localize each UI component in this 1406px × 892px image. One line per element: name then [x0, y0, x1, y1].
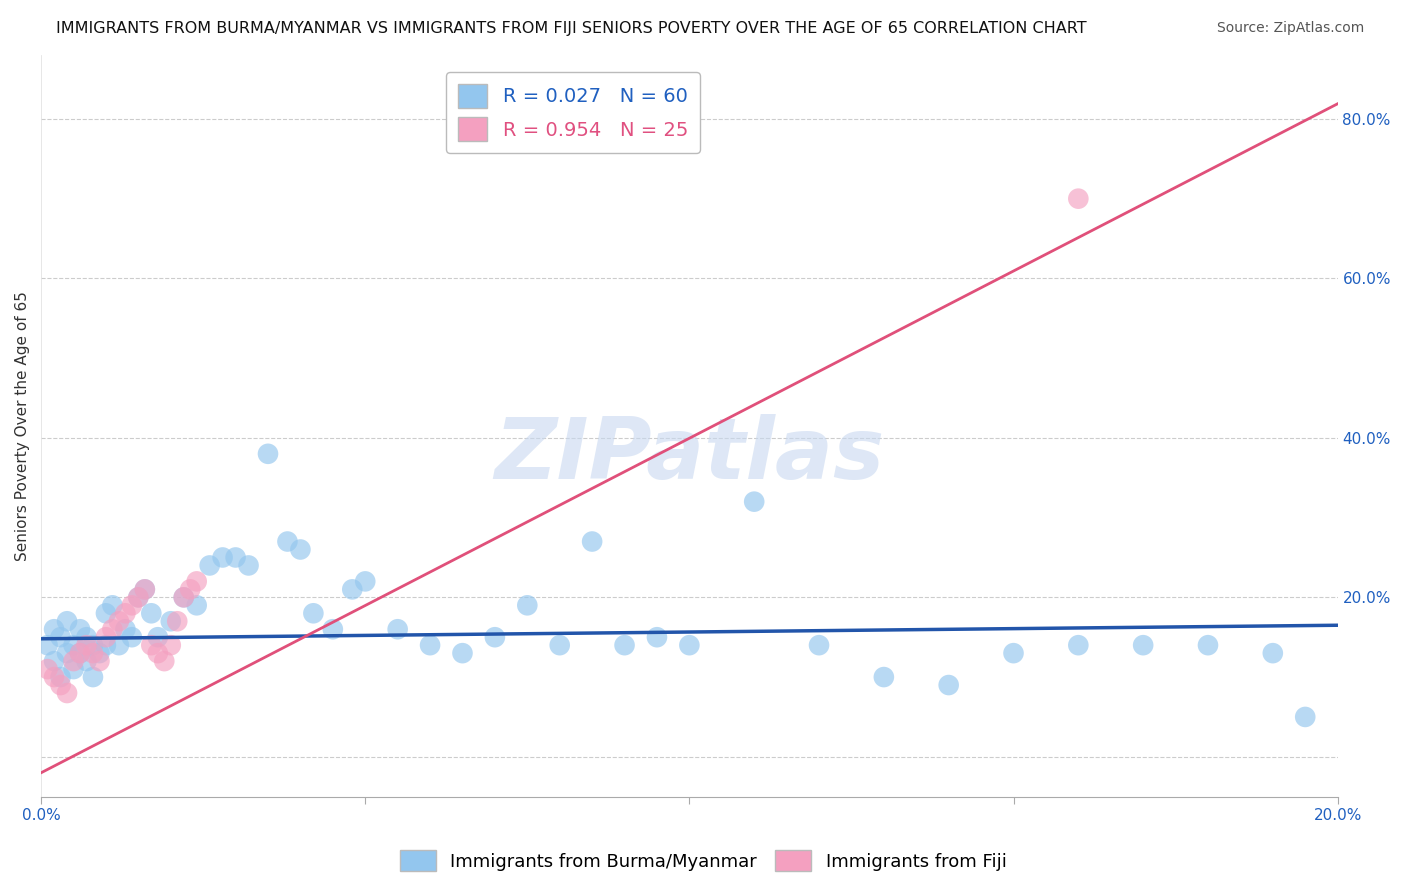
Point	[645, 630, 668, 644]
Point	[153, 654, 176, 668]
Point	[290, 542, 312, 557]
Point	[76, 654, 98, 668]
Point	[342, 582, 364, 597]
Point	[141, 607, 163, 621]
Point	[108, 614, 131, 628]
Point	[146, 630, 169, 644]
Point	[69, 622, 91, 636]
Point	[62, 662, 84, 676]
Point	[94, 630, 117, 644]
Legend: R = 0.027   N = 60, R = 0.954   N = 25: R = 0.027 N = 60, R = 0.954 N = 25	[446, 72, 700, 153]
Point	[127, 591, 149, 605]
Point	[166, 614, 188, 628]
Point	[141, 638, 163, 652]
Point	[257, 447, 280, 461]
Point	[101, 622, 124, 636]
Point	[121, 599, 143, 613]
Point	[808, 638, 831, 652]
Point	[159, 638, 181, 652]
Point	[302, 607, 325, 621]
Point	[101, 599, 124, 613]
Text: ZIPatlas: ZIPatlas	[495, 414, 884, 497]
Point	[1067, 192, 1090, 206]
Point	[69, 646, 91, 660]
Point	[451, 646, 474, 660]
Point	[56, 646, 79, 660]
Point	[146, 646, 169, 660]
Point	[548, 638, 571, 652]
Point	[37, 662, 59, 676]
Point	[94, 607, 117, 621]
Point	[42, 670, 65, 684]
Point	[89, 654, 111, 668]
Point	[62, 654, 84, 668]
Point	[49, 670, 72, 684]
Point	[354, 574, 377, 589]
Point	[94, 638, 117, 652]
Point	[49, 630, 72, 644]
Point	[678, 638, 700, 652]
Point	[873, 670, 896, 684]
Point	[613, 638, 636, 652]
Point	[1294, 710, 1316, 724]
Point	[173, 591, 195, 605]
Point	[186, 574, 208, 589]
Point	[238, 558, 260, 573]
Point	[198, 558, 221, 573]
Point	[49, 678, 72, 692]
Point	[62, 638, 84, 652]
Point	[419, 638, 441, 652]
Point	[173, 591, 195, 605]
Point	[121, 630, 143, 644]
Point	[69, 646, 91, 660]
Point	[76, 638, 98, 652]
Point	[134, 582, 156, 597]
Point	[89, 646, 111, 660]
Legend: Immigrants from Burma/Myanmar, Immigrants from Fiji: Immigrants from Burma/Myanmar, Immigrant…	[392, 843, 1014, 879]
Point	[186, 599, 208, 613]
Point	[516, 599, 538, 613]
Point	[114, 622, 136, 636]
Point	[322, 622, 344, 636]
Point	[1261, 646, 1284, 660]
Point	[82, 670, 104, 684]
Point	[179, 582, 201, 597]
Y-axis label: Seniors Poverty Over the Age of 65: Seniors Poverty Over the Age of 65	[15, 291, 30, 561]
Point	[56, 686, 79, 700]
Point	[211, 550, 233, 565]
Point	[82, 646, 104, 660]
Point	[76, 630, 98, 644]
Point	[108, 638, 131, 652]
Point	[581, 534, 603, 549]
Point	[1197, 638, 1219, 652]
Point	[276, 534, 298, 549]
Point	[114, 607, 136, 621]
Point	[742, 494, 765, 508]
Point	[42, 622, 65, 636]
Point	[127, 591, 149, 605]
Point	[938, 678, 960, 692]
Point	[225, 550, 247, 565]
Point	[484, 630, 506, 644]
Point	[82, 638, 104, 652]
Point	[1067, 638, 1090, 652]
Point	[56, 614, 79, 628]
Point	[1002, 646, 1025, 660]
Text: IMMIGRANTS FROM BURMA/MYANMAR VS IMMIGRANTS FROM FIJI SENIORS POVERTY OVER THE A: IMMIGRANTS FROM BURMA/MYANMAR VS IMMIGRA…	[56, 21, 1087, 36]
Point	[37, 638, 59, 652]
Point	[42, 654, 65, 668]
Text: Source: ZipAtlas.com: Source: ZipAtlas.com	[1216, 21, 1364, 35]
Point	[387, 622, 409, 636]
Point	[1132, 638, 1154, 652]
Point	[159, 614, 181, 628]
Point	[134, 582, 156, 597]
